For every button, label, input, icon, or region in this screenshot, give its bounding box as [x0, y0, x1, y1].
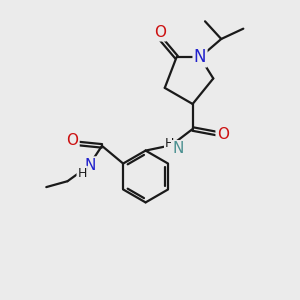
Text: O: O: [67, 133, 79, 148]
Text: N: N: [85, 158, 96, 172]
Text: O: O: [154, 25, 166, 40]
Text: O: O: [217, 128, 229, 142]
Text: H: H: [77, 167, 87, 180]
Text: H: H: [165, 137, 174, 150]
Text: N: N: [194, 48, 206, 66]
Text: N: N: [172, 141, 184, 156]
